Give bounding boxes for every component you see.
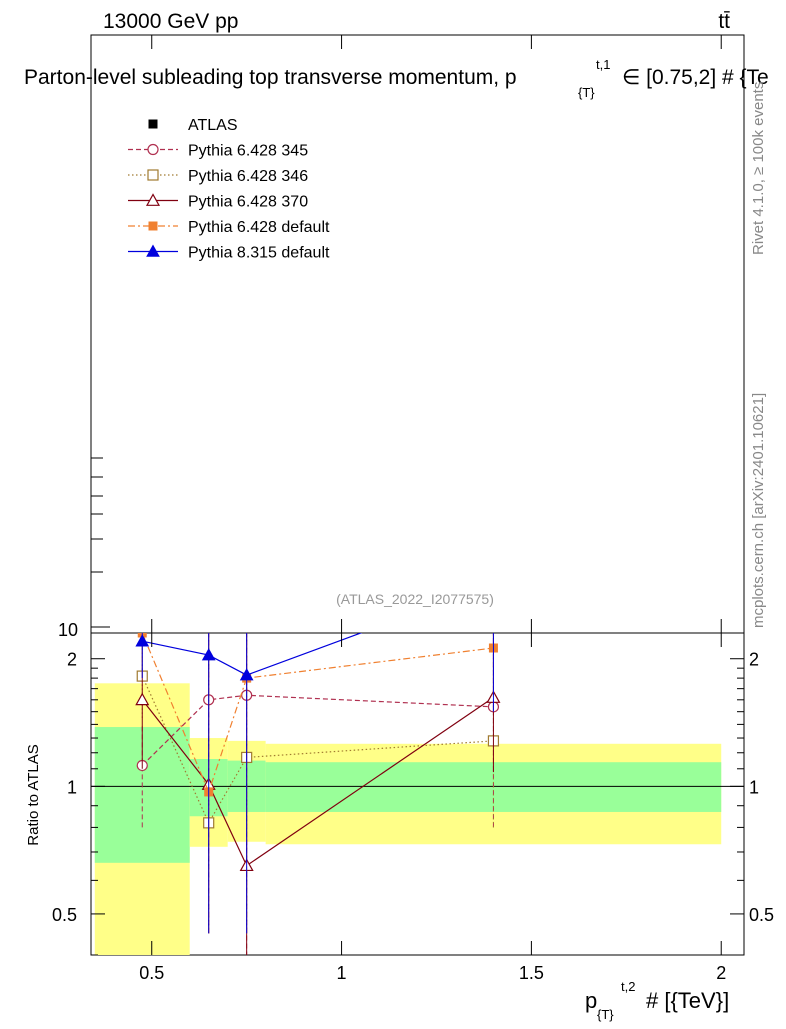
legend-label-4: Pythia 6.428 default (188, 219, 330, 236)
main-y-tick-label-10: 10 (58, 620, 78, 640)
header-energy-label: 13000 GeV pp (103, 10, 238, 33)
legend-marker-5 (146, 244, 160, 257)
ratio-tick-label-2: 2 (67, 650, 77, 670)
series-point-2-0 (135, 692, 150, 706)
x-tick-label-1: 1 (337, 963, 347, 983)
ratio-tick-label-1: 1 (67, 777, 77, 797)
legend-marker-4 (148, 221, 158, 231)
x-tick-label-0.5: 0.5 (139, 963, 164, 983)
series-line-0 (141, 694, 494, 766)
ratio-tick-label-right-0.5: 0.5 (749, 905, 774, 925)
series-line-4 (142, 633, 363, 676)
series-point-4-1 (201, 648, 216, 661)
series-point-4-3 (487, 578, 499, 589)
legend-label-2: Pythia 6.428 346 (188, 168, 308, 185)
x-axis-label-main: p (585, 988, 597, 1013)
legend-label-5: Pythia 8.315 default (188, 245, 330, 262)
series-point-4-0 (135, 634, 150, 647)
ratio-axes: 0.5 1 1.5 2 0.5 0.5 1 1 2 2 (52, 35, 774, 983)
legend-marker-0 (148, 119, 158, 129)
ratio-series-group (135, 578, 501, 955)
ratio-tick-label-0.5: 0.5 (52, 905, 77, 925)
x-axis-label-sup: t,2 (621, 979, 635, 994)
plot-title-sup: t,1 (596, 57, 610, 72)
series-point-4-2 (239, 668, 254, 681)
series-4 (135, 578, 499, 934)
series-line-3 (141, 633, 494, 794)
x-tick-label-2: 2 (716, 963, 726, 983)
series-line-2 (141, 697, 494, 867)
analysis-id-label: (ATLAS_2022_I2077575) (336, 591, 494, 607)
main-panel-log-ticks (91, 457, 110, 628)
legend-label-0: ATLAS (188, 117, 238, 134)
ratio-uncertainty-bands (91, 683, 744, 955)
legend-marker-1 (147, 143, 159, 156)
ratio-panel-frame (90, 632, 745, 956)
legend-label-3: Pythia 6.428 370 (188, 194, 308, 211)
legend-label-1: Pythia 6.428 345 (188, 143, 308, 160)
ratio-tick-label-right-1: 1 (749, 777, 759, 797)
x-axis-label-sub: {T} (597, 1007, 614, 1022)
x-tick-label-1.5: 1.5 (519, 963, 544, 983)
series-line-1 (141, 675, 494, 825)
legend-marker-2 (147, 169, 159, 181)
plot-title-tail: ∈ [0.75,2] # {Te (622, 66, 769, 89)
mcplots-label: mcplots.cern.ch [arXiv:2401.10621] (750, 393, 767, 628)
legend: ATLAS Pythia 6.428 345 Pythia 6.428 346 Pyt… (128, 117, 330, 262)
rivet-version-label: Rivet 4.1.0, ≥ 100k events (750, 82, 767, 255)
x-axis-label-tail: # [{TeV}] (646, 988, 729, 1013)
ratio-tick-label-right-2: 2 (749, 650, 759, 670)
plot-title-sub: {T} (578, 85, 595, 100)
header-process-label: tt̄ (718, 10, 730, 33)
legend-marker-3 (145, 193, 161, 206)
plot-title: Parton-level subleading top transverse m… (24, 66, 517, 89)
ratio-y-axis-label: Ratio to ATLAS (25, 744, 42, 845)
